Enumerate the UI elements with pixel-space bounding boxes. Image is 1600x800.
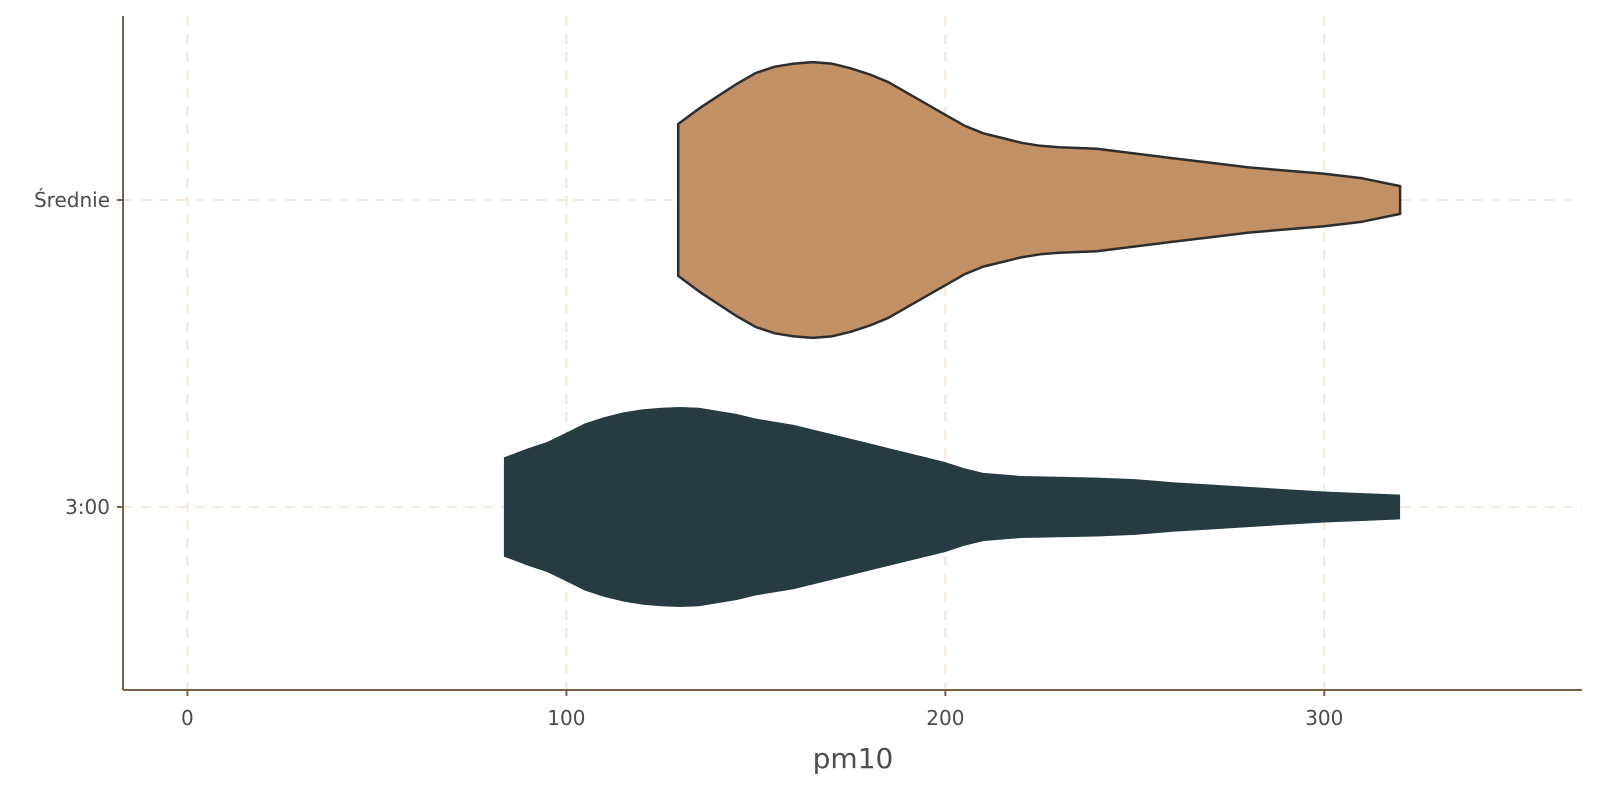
y-tick-label: Średnie [34, 188, 110, 212]
label-layer: 0 100 200 300 Średnie 3:00 [34, 188, 1343, 730]
violin-srednie [676, 60, 1402, 340]
x-tick-label: 200 [926, 706, 964, 730]
axis-layer [122, 16, 1582, 691]
violin-layer [503, 60, 1402, 607]
violin-3-00 [503, 407, 1401, 607]
y-tick-label: 3:00 [65, 495, 110, 519]
x-tick-label: 0 [181, 706, 194, 730]
x-tick-label: 300 [1305, 706, 1343, 730]
x-tick-label: 100 [547, 706, 585, 730]
x-axis-title: pm10 [813, 742, 894, 775]
